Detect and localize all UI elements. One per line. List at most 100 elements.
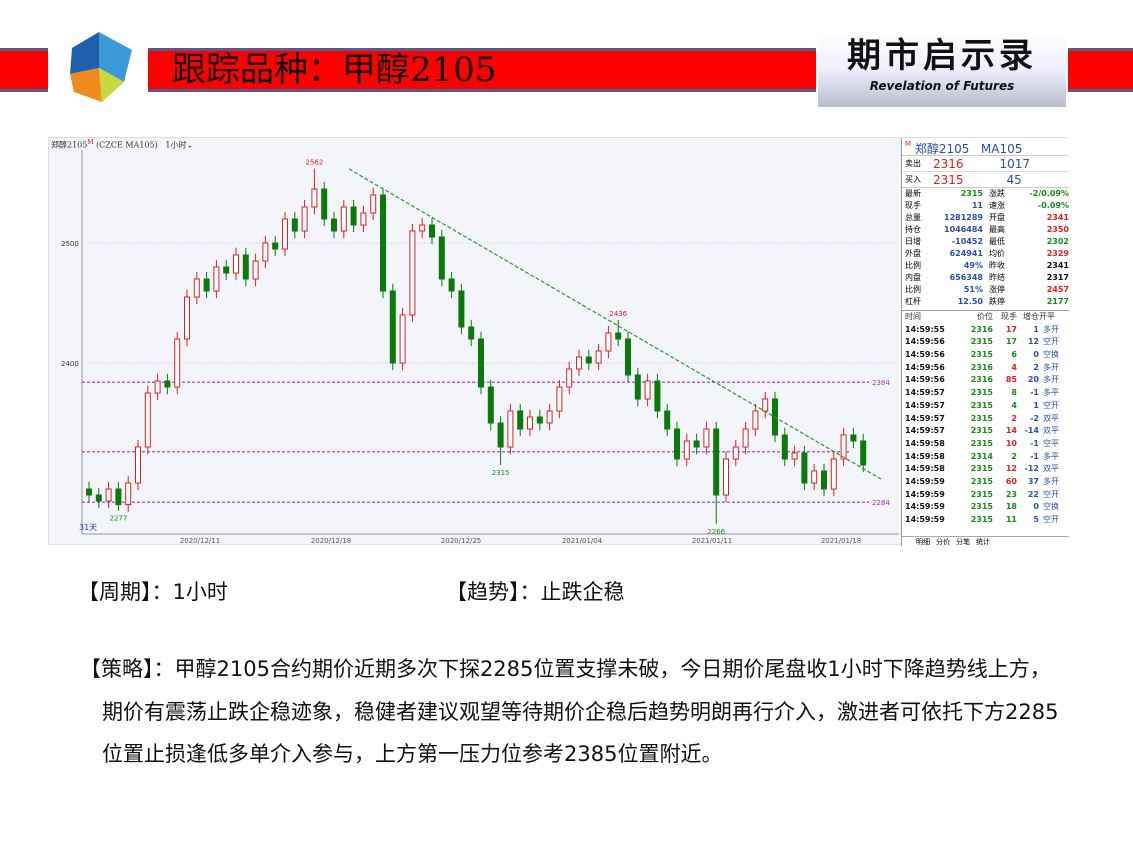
trade-cell: 多开 — [1043, 375, 1059, 385]
candle — [801, 452, 808, 484]
trade-cell: 4 — [1011, 400, 1017, 410]
quote-cell: 2457 — [1046, 285, 1069, 294]
quote-cell: 最低 — [989, 237, 1005, 246]
trade-row: 14:59:58 2315 12 -12 双平 — [902, 463, 1069, 476]
trade-cell: -1 — [1030, 451, 1039, 461]
trade-cell: 18 — [1005, 502, 1017, 512]
price-annotation: 2277 — [109, 515, 127, 523]
candle — [713, 428, 720, 496]
quote-cell: 均价 — [989, 249, 1005, 258]
trade-cell: 2314 — [970, 451, 993, 461]
x-tick-label: 2021/01/04 — [562, 537, 603, 545]
tab-2[interactable]: 分笔 — [956, 538, 970, 546]
trade-cell: 2315 — [970, 400, 993, 410]
quote-cell: 涨停 — [989, 285, 1005, 294]
trade-cell: 双平 — [1043, 464, 1059, 474]
candle — [389, 290, 396, 364]
trade-row: 14:59:58 2314 2 -1 多平 — [902, 451, 1069, 464]
trade-cell: 2315 — [970, 464, 993, 474]
trade-cell: 2 — [1011, 451, 1017, 461]
hline-label: 2384 — [872, 379, 890, 387]
chevron-down-icon[interactable]: ⌄ — [186, 140, 194, 150]
candle — [860, 440, 867, 466]
trade-cell: 14:59:57 — [905, 388, 945, 398]
quote-cell: -0.09% — [1037, 201, 1069, 210]
quote-cell: 昨收 — [989, 261, 1005, 270]
candle — [282, 218, 288, 250]
x-tick-label: 2021/01/18 — [821, 537, 861, 545]
quote-cell: 现手 — [905, 201, 921, 210]
candle — [154, 380, 161, 394]
trade-cell: 11 — [1005, 515, 1017, 524]
candle — [438, 236, 445, 280]
trade-row: 14:59:56 2316 85 20 多开 — [902, 374, 1069, 387]
quote-cell: 昨结 — [989, 273, 1005, 282]
quote-cell: 内盘 — [905, 273, 921, 282]
trade-cell: 14:59:55 — [905, 324, 945, 334]
candle — [674, 428, 680, 460]
candle — [311, 188, 318, 208]
tab-1[interactable]: 分价 — [936, 538, 950, 546]
trade-cell: 14:59:58 — [905, 464, 945, 474]
candle — [644, 380, 651, 400]
candle — [409, 230, 416, 316]
candle — [301, 206, 308, 232]
symbol-code: (CZCE MA105) — [96, 140, 158, 150]
trade-cell: 5 — [1033, 515, 1039, 524]
candle — [507, 410, 514, 448]
candle — [781, 434, 788, 460]
trade-cell: 2316 — [970, 362, 993, 372]
strategy-label: 【策略】： — [80, 657, 175, 681]
trade-cell: 14:59:59 — [905, 489, 945, 499]
tab-0[interactable]: 明细 — [916, 538, 930, 546]
period-info: 【周期】：1小时 — [78, 576, 228, 606]
candle — [634, 374, 641, 400]
trade-cell: 14 — [1005, 426, 1017, 436]
quote-title: M 郑醇2105 MA105 — [902, 138, 1069, 156]
trade-cell: 23 — [1005, 489, 1017, 499]
quote-cell: 2315 — [960, 189, 983, 198]
tab-3[interactable]: 统计 — [976, 538, 990, 546]
header-bar — [148, 48, 816, 92]
price-plot[interactable]: 2500 2400 2020/12/11 2020/12/18 2020/12/25 20… — [49, 138, 901, 546]
candle — [272, 242, 279, 250]
trade-cell: -2 — [1030, 413, 1039, 423]
candle — [850, 434, 857, 442]
candle — [517, 410, 524, 430]
quote-cell: 最新 — [905, 189, 921, 198]
trade-cell: 2 — [1011, 413, 1017, 423]
trade-cell: 37 — [1027, 476, 1039, 486]
candlestick-chart-window: 郑醇2105M (CZCE MA105) 1小时⌄ 2500 2400 2020/1… — [48, 137, 1069, 546]
period-selector[interactable]: 1小时 — [165, 140, 187, 150]
trade-tabs: 明细 分价 分笔 统计 — [902, 536, 1069, 546]
trade-cell: 1 — [1033, 324, 1039, 334]
trade-cell: 2315 — [970, 337, 993, 347]
trade-cell: 14:59:57 — [905, 413, 945, 423]
strategy-body: 甲醇2105合约期价近期多次下探2285位置支撑未破，今日期价尾盘收1小时下降趋… — [102, 657, 1059, 766]
quote-cell: 杠杆 — [905, 297, 921, 306]
candle — [840, 434, 847, 460]
trade-cell: 60 — [1005, 476, 1017, 486]
quote-cell: 1281289 — [944, 213, 983, 222]
candle — [723, 458, 729, 496]
trade-row: 14:59:56 2315 6 0 空换 — [902, 349, 1069, 362]
quote-cell: -10452 — [951, 237, 983, 246]
quote-cell: 11 — [971, 201, 983, 210]
price-annotation: 2315 — [492, 469, 510, 477]
quote-code: MA105 — [980, 142, 1023, 156]
trade-cell: 14:59:56 — [905, 375, 945, 385]
trade-row: 14:59:55 2316 17 1 多开 — [902, 324, 1069, 337]
trade-cell: 14:59:56 — [905, 350, 945, 360]
trade-list[interactable]: 时间 价位 现手 增仓 开平 14:59:55 2316 17 1 多开 14:59:56 2315… — [902, 310, 1069, 527]
quote-cell: 2329 — [1046, 249, 1069, 258]
candle — [184, 296, 190, 340]
brand-logo: 期市启示录 Revelation of Futures — [818, 33, 1066, 107]
y-tick-label: 2400 — [61, 360, 79, 368]
trade-row: 14:59:58 2315 10 -1 空平 — [902, 438, 1069, 451]
trade-cell: 14:59:59 — [905, 476, 945, 486]
quote-symbol: 郑醇2105 — [914, 142, 970, 156]
trade-column-header: 时间 — [905, 312, 921, 321]
trade-cell: 14:59:56 — [905, 337, 945, 347]
candle — [125, 482, 132, 506]
trade-row: 14:59:57 2315 14 -14 双平 — [902, 425, 1069, 438]
